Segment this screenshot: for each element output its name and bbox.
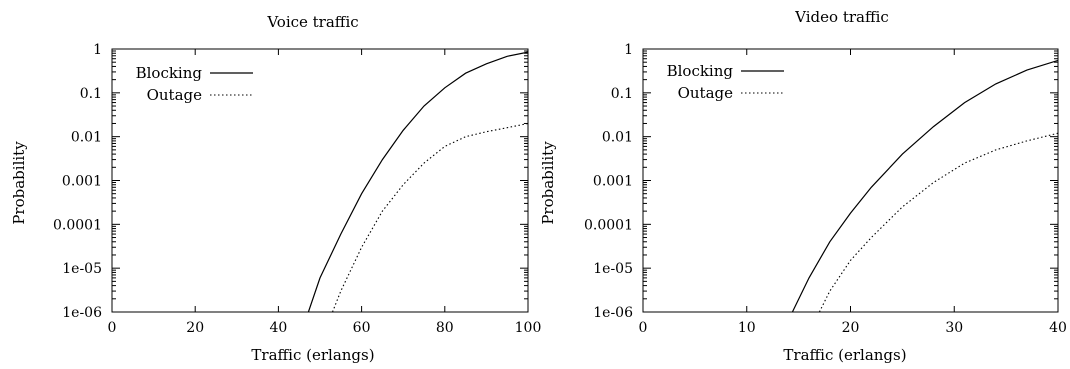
voice-legend-label-outage: Outage [147,86,203,104]
video-x-tick-label: 40 [1049,320,1067,336]
voice-y-tick-label: 1e-05 [62,261,102,277]
voice-x-tick-label: 40 [269,320,287,336]
voice-y-tick-label: 1e-06 [62,305,102,321]
video-y-tick-label: 0.001 [593,174,633,190]
video-y-tick-label: 0.0001 [584,217,633,233]
voice-y-tick-label: 0.001 [62,174,102,190]
video-y-axis-label: Probability [539,141,557,225]
voice-y-tick-label: 0.0001 [53,217,102,233]
voice-traffic-chart: Voice traffic Traffic (erlangs) Probabil… [10,13,541,364]
video-y-tick-label: 1e-06 [593,305,633,321]
voice-legend-label-blocking: Blocking [136,64,203,82]
voice-x-tick-label: 100 [515,320,542,336]
voice-x-tick-label: 60 [353,320,371,336]
voice-y-tick-label: 1 [93,42,102,58]
voice-x-tick-label: 80 [436,320,454,336]
voice-series-outage-line [331,122,528,312]
video-chart-title: Video traffic [794,8,889,26]
voice-chart-title: Voice traffic [266,13,358,31]
video-series-blocking-line [791,59,1058,312]
video-y-tick-label: 0.1 [611,86,633,102]
voice-x-tick-label: 0 [108,320,117,336]
video-y-tick-label: 1 [624,42,633,58]
voice-y-tick-label: 0.1 [80,86,102,102]
video-y-tick-label: 1e-05 [593,261,633,277]
video-legend-label-blocking: Blocking [667,62,734,80]
voice-y-axis-label: Probability [10,141,28,225]
video-x-tick-label: 30 [945,320,963,336]
voice-x-axis-label: Traffic (erlangs) [251,346,374,364]
video-legend-label-outage: Outage [678,84,734,102]
voice-x-tick-label: 20 [186,320,204,336]
voice-series-blocking-line [307,51,528,312]
video-x-tick-label: 0 [639,320,648,336]
video-x-axis-label: Traffic (erlangs) [783,346,906,364]
voice-y-tick-label: 0.01 [71,130,102,146]
video-y-tick-label: 0.01 [602,130,633,146]
video-x-tick-label: 20 [842,320,860,336]
video-x-tick-label: 10 [738,320,756,336]
video-series-outage-line [818,132,1058,312]
video-traffic-chart: Video traffic Traffic (erlangs) Probabil… [539,8,1067,364]
